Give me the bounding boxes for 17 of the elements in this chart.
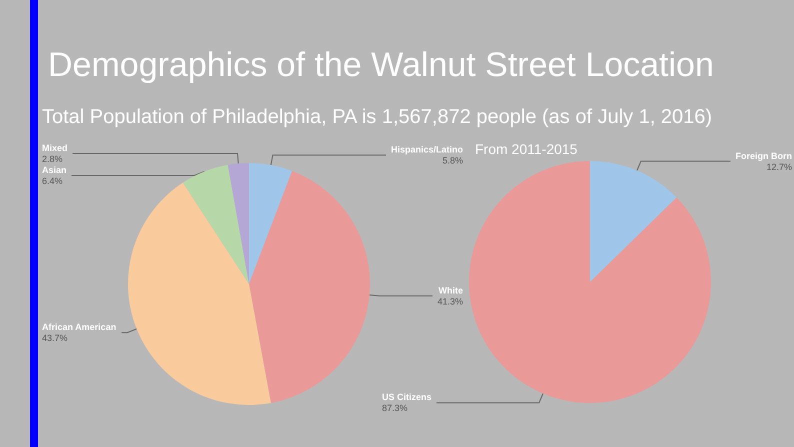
slice-label: White (438, 285, 463, 296)
data-label: 12.7% (766, 162, 792, 172)
data-label: 5.8% (442, 156, 463, 166)
chart-title: Demographics of the Walnut Street Location (48, 46, 714, 85)
chart-subtitle: Total Population of Philadelphia, PA is 1,567,872 people (as of July 1, 2016) (42, 106, 712, 129)
slice-label: Asian (42, 165, 67, 176)
data-label: 43.7% (42, 333, 68, 344)
data-label: 41.3% (437, 296, 463, 306)
data-label: 6.4% (42, 176, 63, 186)
slice-label: US Citizens (382, 392, 432, 402)
data-label: 87.3% (382, 403, 408, 414)
data-label: 2.8% (42, 154, 63, 164)
slice-label: Hispanics/Latino (390, 144, 464, 155)
slice-label: Foreign Born (736, 150, 792, 161)
slice-label: African American (42, 322, 116, 332)
chart-title: From 2011-2015 (475, 141, 578, 157)
slice-label: Mixed (42, 143, 68, 154)
